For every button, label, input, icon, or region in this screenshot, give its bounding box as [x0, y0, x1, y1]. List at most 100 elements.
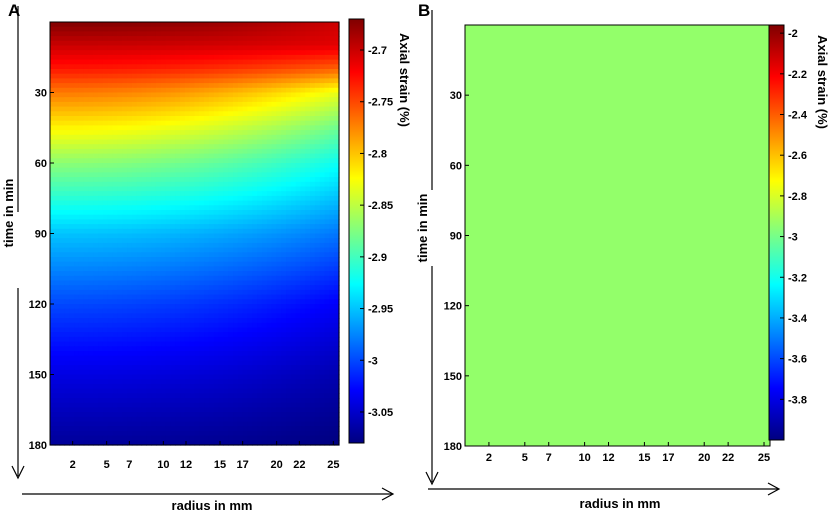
- heatmap-cell: [314, 336, 321, 343]
- heatmap-cell: [290, 257, 297, 263]
- heatmap-cell: [237, 327, 244, 333]
- heatmap-cell: [146, 177, 152, 183]
- heatmap-cell: [160, 261, 167, 267]
- heatmap-cell: [127, 233, 133, 239]
- heatmap-cell: [189, 360, 196, 366]
- heatmap-cell: [310, 402, 316, 408]
- heatmap-cell: [271, 332, 277, 338]
- heatmap-cell: [98, 195, 104, 202]
- heatmap-cell: [131, 130, 138, 136]
- heatmap-cell: [98, 332, 104, 338]
- heatmap-cell: [261, 210, 268, 216]
- heatmap-cell: [102, 191, 109, 197]
- heatmap-cell: [319, 252, 326, 258]
- heatmap-cell: [218, 64, 224, 70]
- heatmap-cell: [122, 186, 128, 192]
- heatmap-cell: [59, 402, 66, 408]
- heatmap-cell: [54, 332, 61, 338]
- heatmap-cell: [247, 402, 253, 408]
- heatmap-cell: [233, 116, 239, 122]
- heatmap-cell: [117, 181, 123, 188]
- heatmap-cell: [237, 393, 244, 399]
- heatmap-cell: [218, 257, 224, 263]
- heatmap-cell: [194, 351, 200, 357]
- heatmap-cell: [286, 233, 292, 239]
- heatmap-cell: [276, 280, 282, 286]
- heatmap-cell: [64, 369, 70, 376]
- heatmap-cell: [98, 393, 104, 399]
- heatmap-cell: [54, 200, 61, 206]
- heatmap-cell: [237, 181, 244, 188]
- heatmap-cell: [180, 407, 186, 413]
- heatmap-cell: [180, 177, 186, 183]
- heatmap-cell: [242, 318, 249, 324]
- heatmap-cell: [88, 247, 94, 253]
- heatmap-cell: [160, 257, 167, 263]
- heatmap-cell: [64, 26, 70, 32]
- heatmap-cell: [276, 134, 282, 141]
- heatmap-cell: [252, 285, 258, 291]
- heatmap-cell: [204, 369, 210, 376]
- heatmap-cell: [180, 327, 186, 333]
- heatmap-cell: [286, 257, 292, 263]
- heatmap-cell: [136, 36, 143, 42]
- heatmap-cell: [281, 214, 287, 220]
- heatmap-cell: [50, 219, 56, 225]
- heatmap-cell: [199, 97, 205, 103]
- heatmap-cell: [141, 374, 147, 380]
- heatmap-cell: [247, 388, 253, 394]
- heatmap-cell: [252, 167, 258, 173]
- heatmap-cell: [165, 341, 172, 347]
- heatmap-cell: [146, 59, 152, 65]
- heatmap-cell: [127, 101, 133, 108]
- heatmap-cell: [127, 336, 133, 343]
- heatmap-cell: [194, 322, 200, 329]
- heatmap-cell: [204, 69, 210, 75]
- heatmap-cell: [170, 247, 176, 253]
- heatmap-cell: [117, 172, 123, 178]
- heatmap-cell: [102, 327, 109, 333]
- heatmap-cell: [93, 195, 99, 202]
- heatmap-cell: [155, 318, 162, 324]
- heatmap-cell: [189, 275, 196, 282]
- heatmap-cell: [242, 355, 249, 361]
- heatmap-cell: [223, 59, 229, 65]
- heatmap-cell: [122, 351, 128, 357]
- heatmap-cell: [257, 45, 263, 51]
- heatmap-cell: [146, 383, 152, 390]
- heatmap-cell: [281, 101, 287, 108]
- heatmap-cell: [107, 50, 114, 56]
- heatmap-cell: [146, 247, 152, 253]
- heatmap-cell: [281, 78, 287, 84]
- heatmap-cell: [64, 238, 70, 244]
- heatmap-cell: [165, 64, 172, 70]
- heatmap-cell: [208, 163, 215, 169]
- heatmap-cell: [314, 252, 321, 258]
- heatmap-cell: [314, 379, 321, 385]
- heatmap-cell: [98, 374, 104, 380]
- heatmap-cell: [300, 22, 306, 28]
- heatmap-cell: [160, 125, 167, 131]
- heatmap-cell: [165, 22, 172, 28]
- heatmap-cell: [78, 365, 85, 371]
- heatmap-cell: [165, 59, 172, 65]
- heatmap-cell: [102, 54, 109, 61]
- heatmap-cell: [305, 304, 311, 310]
- heatmap-cell: [334, 332, 340, 338]
- heatmap-cell: [136, 341, 143, 347]
- heatmap-cell: [208, 167, 215, 173]
- heatmap-cell: [261, 224, 268, 230]
- heatmap-cell: [276, 120, 282, 126]
- heatmap-cell: [314, 393, 321, 399]
- heatmap-cell: [64, 205, 70, 211]
- heatmap-cell: [160, 289, 167, 296]
- heatmap-cell: [257, 120, 263, 126]
- heatmap-cell: [228, 275, 234, 282]
- heatmap-cell: [141, 369, 147, 376]
- heatmap-cell: [78, 36, 85, 42]
- heatmap-cell: [233, 271, 239, 277]
- heatmap-cell: [127, 252, 133, 258]
- heatmap-cell: [314, 186, 321, 192]
- heatmap-cell: [88, 379, 94, 385]
- heatmap-cell: [286, 78, 292, 84]
